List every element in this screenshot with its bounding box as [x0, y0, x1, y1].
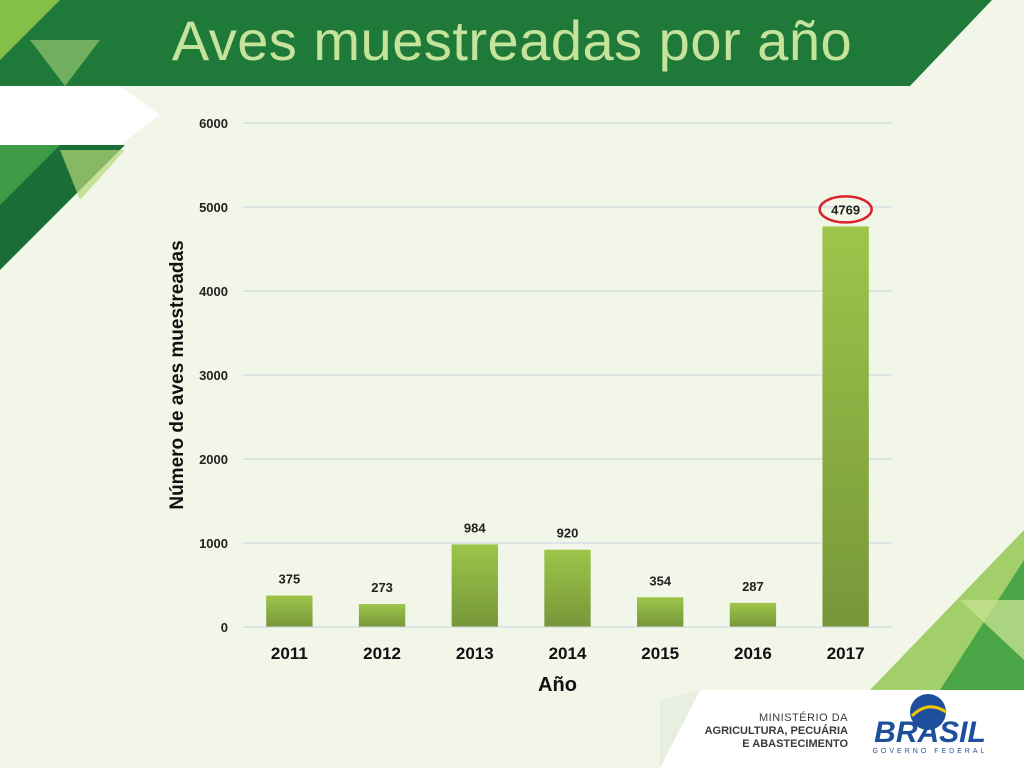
y-tick-label: 5000 [199, 200, 228, 215]
white-arrow-left [0, 86, 160, 145]
ministry-line-3: E ABASTECIMENTO [742, 738, 848, 750]
ministry-line-1: MINISTÉRIO DA [758, 712, 848, 724]
data-label: 920 [557, 526, 579, 541]
ministry-logo-text: MINISTÉRIO DA AGRICULTURA, PECUÁRIA E AB… [700, 712, 848, 751]
bar [266, 595, 313, 627]
y-axis-title: Número de aves muestreadas [167, 240, 188, 509]
slide-title: Aves muestreadas por año [171, 9, 853, 72]
x-tick-label: 2017 [827, 644, 865, 663]
x-tick-label: 2014 [549, 644, 587, 663]
bar [729, 602, 777, 627]
y-tick-label: 6000 [199, 116, 228, 131]
bar [358, 604, 406, 627]
deco-bottom-right-2 [940, 560, 1024, 690]
brasil-logo: BRASIL GOVERNO FEDERAL [872, 694, 987, 755]
highlight-circle [818, 195, 873, 224]
deco-triangle-top-left [0, 0, 60, 60]
title-band [0, 0, 992, 86]
footer-band-edge [660, 690, 700, 768]
data-label: 375 [279, 572, 301, 587]
x-tick-label: 2012 [363, 644, 401, 663]
bar [544, 549, 591, 627]
x-tick-label: 2016 [734, 644, 772, 663]
y-tick-label: 2000 [199, 452, 228, 467]
x-tick-label: 2011 [271, 644, 308, 663]
bar [637, 597, 684, 627]
ministry-line-2: AGRICULTURA, PECUÁRIA [704, 725, 848, 737]
y-tick-label: 3000 [199, 368, 228, 383]
brasil-logo-subtext: GOVERNO FEDERAL [872, 748, 987, 755]
y-tick-label: 4000 [199, 284, 228, 299]
data-label: 4769 [831, 202, 860, 217]
deco-triangle-top-left-2 [30, 40, 100, 86]
y-tick-label: 0 [221, 620, 228, 635]
data-label: 287 [742, 579, 764, 594]
data-label: 354 [649, 573, 671, 588]
bar [822, 226, 869, 628]
x-tick-label: 2013 [456, 644, 494, 663]
deco-mosaic-left-2 [0, 145, 60, 205]
y-tick-label: 1000 [199, 536, 228, 551]
data-label: 273 [371, 580, 393, 595]
deco-mosaic-left-3 [60, 150, 125, 200]
data-label: 984 [464, 520, 486, 535]
deco-bottom-right-3 [960, 600, 1024, 660]
x-tick-label: 2015 [641, 644, 679, 663]
bar [451, 544, 498, 627]
x-axis-title: Año [538, 674, 577, 696]
brasil-logo-text: BRASIL [874, 716, 986, 749]
